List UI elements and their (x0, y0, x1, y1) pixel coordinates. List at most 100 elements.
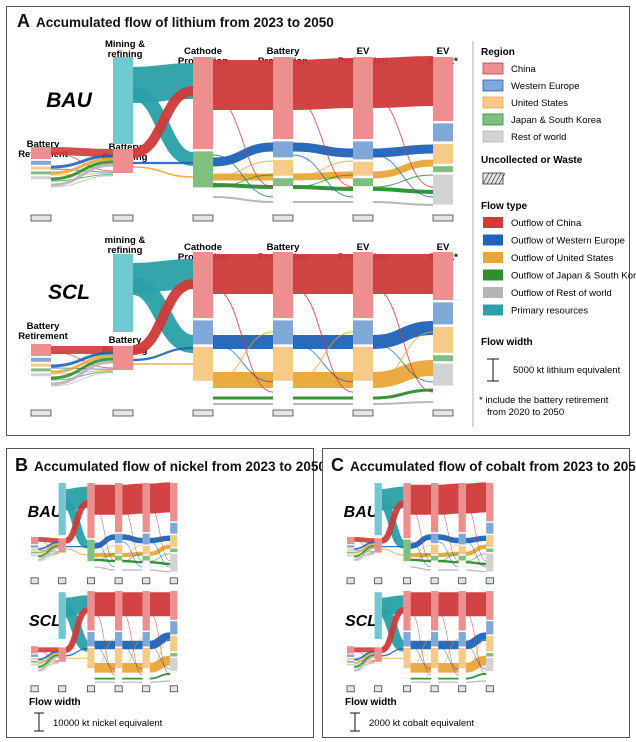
panelB-bau-retirement-flow-4 (38, 546, 59, 561)
bau-node-col3-3 (273, 178, 293, 187)
legend-flow-label-0: Outflow of China (511, 218, 582, 229)
scl-label-ev-1: EV (357, 242, 370, 253)
legend-flow-swatch-1 (483, 234, 503, 246)
panelC-scl-node-retirement-1 (347, 654, 355, 657)
panelC-scl-node-retirement-0 (347, 646, 355, 654)
legend-flow-label-4: Outflow of Rest of world (511, 288, 612, 299)
bau-band-jk-3 (292, 185, 354, 191)
panelC-bau-retirement-flow-3 (354, 545, 375, 558)
panelC-bau-primary-flow-china (381, 486, 404, 511)
legend-width-title: Flow width (481, 337, 533, 348)
bau-node-col2-1 (193, 151, 213, 188)
scl-node-retirement-0 (31, 344, 51, 356)
panelB-width-title: Flow width (29, 697, 81, 708)
scl-cross-3-2 (292, 331, 354, 383)
panel-title: Accumulated flow of cobalt from 2023 to … (350, 459, 636, 474)
panelC-bau-cross-2-2 (410, 545, 432, 556)
panelB-scl-cross-3-2 (122, 638, 143, 670)
panelB-scl-node-col2-0 (87, 591, 95, 631)
scl-node-col3-0 (273, 252, 293, 318)
panelC-scl-recycling-flow-europe (381, 647, 404, 657)
panelB-bau-cross-4-1 (149, 541, 171, 568)
legend-flow-label-5: Primary resources (511, 306, 588, 317)
legend-footnote-2: from 2020 to 2050 (487, 407, 564, 418)
panelB-bau-node-col5-2 (170, 535, 178, 548)
panelC-bau-retirement-thin-3 (354, 553, 375, 558)
bau-waste-col3 (272, 214, 294, 222)
cobalt-sankey: BAU SCL Flow width 2000 kt cobalt equivalen… (344, 482, 494, 732)
legend-waste-hatch-0 (482, 172, 490, 185)
legend-region-swatch-0 (482, 62, 504, 75)
bau-band-europe-3 (292, 142, 354, 158)
panelB-scl-node-col5-4 (170, 657, 178, 672)
panelB-bau-band-europe-2 (94, 534, 116, 549)
panelC-bau-node-retirement-0 (347, 537, 355, 545)
scl-node-col4-2 (353, 346, 373, 381)
panelC-scl-retirement-thin-4 (354, 663, 375, 672)
bau-label-mining-2: refining (108, 49, 143, 60)
panelC-bau-waste-col4 (458, 577, 467, 585)
panelB-scl-node-col3-2 (115, 647, 123, 669)
bau-waste-recycling (112, 214, 134, 222)
panelC-scl-node-col3-0 (431, 591, 439, 631)
panelC-scl-band-us-4 (465, 655, 487, 673)
panelC-scl-node-col5-1 (486, 621, 494, 635)
panelB-scl-band-jk-4 (149, 672, 171, 680)
panelB-scl-waste-col3 (114, 685, 123, 693)
panelB-bau-node-col4-3 (142, 555, 150, 561)
panelB-bau-node-retirement-0 (31, 537, 39, 545)
panelC-bau-waste-col2 (403, 577, 412, 585)
legend-region-title: Region (481, 47, 515, 58)
scl-node-retirement-1 (31, 357, 51, 362)
panelC-scl-recycling-flow-china (380, 607, 405, 653)
scl-label-cathode-1: Cathode (184, 242, 222, 253)
panelB-scl-node-col4-0 (142, 591, 150, 631)
panelB-scenario-scl: SCL (29, 613, 61, 630)
panelB-bau-cross-3-1 (122, 541, 143, 568)
panelB-bau-cross-3-2 (122, 545, 143, 556)
legend-region-swatch-4 (482, 130, 504, 143)
scl-node-col5-2 (433, 326, 453, 353)
scl-waste-col5 (432, 409, 454, 417)
panelB-scl-recycling-flow-china (64, 607, 89, 653)
bau-node-col5-2 (433, 143, 453, 164)
panelC-bau-waste-retirement (346, 577, 355, 585)
panelC-bau-cross-3-3 (438, 553, 459, 562)
bau-primary-flow-china (132, 63, 194, 103)
panelB-scl-cross-4-1 (149, 645, 171, 670)
panelB-scl-node-retirement-3 (31, 660, 39, 663)
scl-cross-4-2 (372, 331, 434, 383)
legend-flow-swatch-3 (483, 269, 503, 281)
bau-node-retirement-2 (31, 166, 51, 170)
panelC-bau-node-col2-1 (403, 539, 411, 562)
panelC-bau-band-china-4 (465, 482, 487, 514)
scl-label-battery-1: Battery (267, 242, 300, 253)
panelB-scl-node-recycling (58, 647, 66, 662)
bau-label-battery-1: Battery (267, 46, 300, 57)
panel-b-title: B Accumulated flow of nickel from 2023 to… (15, 455, 326, 476)
legend-region-label-2: United States (511, 98, 568, 109)
panel-title: Accumulated flow of nickel from 2023 to … (34, 459, 326, 474)
panelC-scenario-scl: SCL (345, 613, 377, 630)
panelC-bau-cross-3-1 (438, 541, 459, 568)
bau-retirement-flow-1 (50, 154, 114, 169)
panelB-bau-cross-3-3 (122, 553, 143, 562)
panelC-scl-waste-recycling (374, 685, 383, 693)
legend-region-swatch-3 (482, 113, 504, 126)
panelB-scl-node-col5-1 (170, 621, 178, 635)
panelC-bau-node-col4-0 (458, 483, 466, 533)
legend-waste-title: Uncollected or Waste (481, 155, 583, 166)
scl-node-retirement-4 (31, 373, 51, 377)
legend-flow-swatch-4 (483, 287, 503, 298)
bau-label-recycling-1: Battery (109, 142, 142, 153)
bau-label-cathode-1: Cathode (184, 46, 222, 57)
panelC-scl-retirement-thin-3 (354, 662, 375, 669)
scl-retirement-thin-3 (50, 371, 114, 381)
panelB-scl-node-retirement-2 (31, 657, 39, 660)
panelC-bau-cross-2-1 (410, 541, 432, 568)
scl-retirement-thin-4 (50, 372, 114, 387)
panelC-bau-cross-4-3 (465, 553, 487, 562)
panelB-bau-waste-col2 (87, 577, 96, 585)
bau-label-retirement-1: Battery (27, 139, 60, 150)
bau-waste-col2 (192, 214, 214, 222)
